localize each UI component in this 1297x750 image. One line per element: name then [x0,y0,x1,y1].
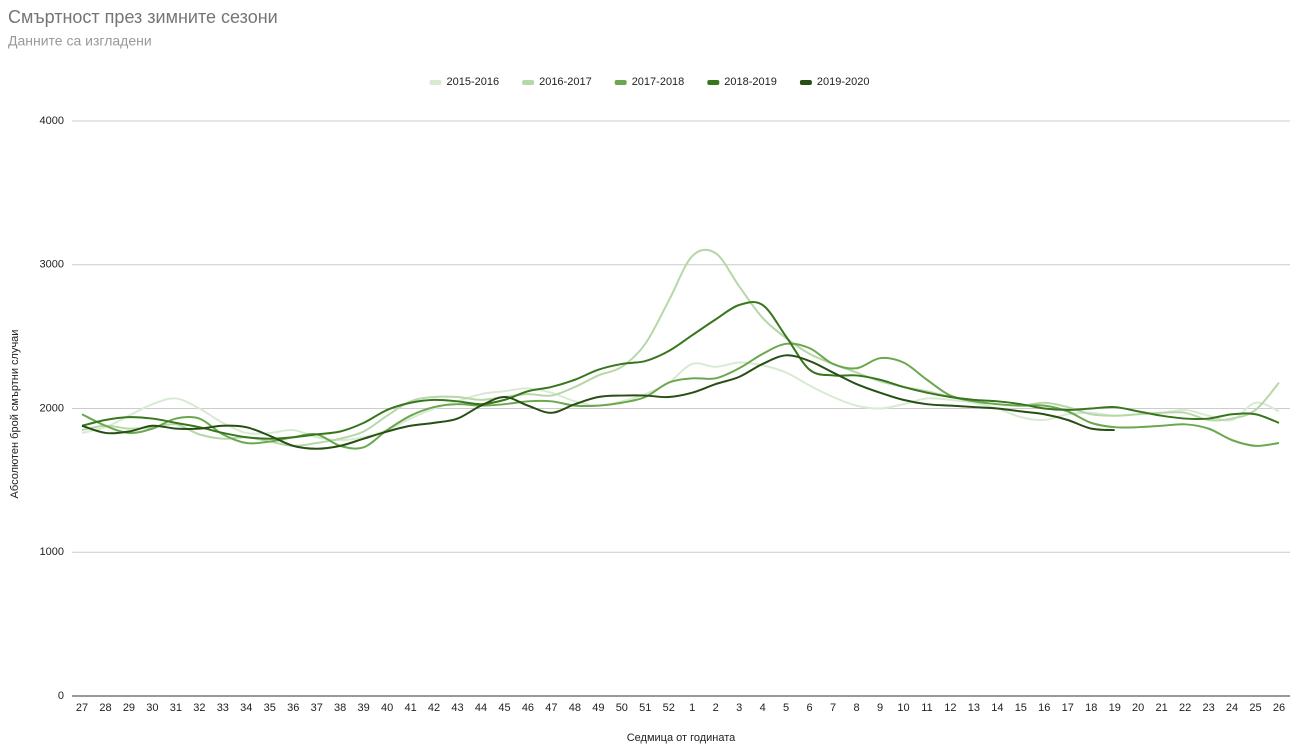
legend-label: 2016-2017 [539,76,592,88]
x-tick-label: 46 [522,702,534,714]
x-axis-label: Седмица от годината [627,732,736,744]
x-tick-label: 34 [240,702,252,714]
legend-swatch [522,80,535,85]
x-tick-label: 45 [498,702,510,714]
x-tick-label: 21 [1156,702,1168,714]
x-tick-label: 10 [897,702,909,714]
x-tick-label: 18 [1085,702,1097,714]
x-tick-label: 24 [1226,702,1238,714]
x-tick-label: 28 [99,702,111,714]
x-tick-label: 25 [1249,702,1261,714]
y-tick-label: 3000 [40,259,64,271]
x-tick-label: 51 [639,702,651,714]
y-axis-label: Абсолютен брой смъртни случаи [9,330,21,499]
y-tick-label: 0 [58,690,64,702]
x-tick-label: 44 [475,702,487,714]
series-line [81,301,1280,440]
x-tick-label: 11 [921,702,932,714]
x-tick-label: 50 [616,702,628,714]
series-line [81,354,1115,450]
legend-swatch [614,80,627,85]
x-tick-label: 32 [193,702,205,714]
x-tick-label: 38 [334,702,346,714]
x-tick-label: 42 [428,702,440,714]
x-tick-label: 1 [689,702,695,714]
x-tick-label: 9 [877,702,883,714]
x-tick-label: 5 [783,702,789,714]
x-tick-label: 4 [760,702,766,714]
x-tick-label: 29 [123,702,135,714]
x-tick-label: 22 [1179,702,1191,714]
x-tick-label: 3 [736,702,742,714]
x-tick-label: 47 [545,702,557,714]
x-tick-label: 27 [76,702,88,714]
x-tick-label: 15 [1015,702,1027,714]
x-tick-label: 36 [287,702,299,714]
series-line [81,342,1280,450]
x-tick-label: 26 [1273,702,1285,714]
x-tick-label: 33 [217,702,229,714]
x-tick-label: 43 [451,702,463,714]
series-line [81,248,1280,447]
legend-swatch [799,80,812,85]
x-tick-label: 39 [358,702,370,714]
x-tick-label: 41 [404,702,416,714]
x-tick-label: 2 [713,702,719,714]
legend-swatch [707,80,720,85]
x-tick-label: 7 [830,702,836,714]
legend-swatch [429,80,442,85]
x-tick-label: 52 [663,702,675,714]
x-tick-label: 12 [944,702,956,714]
chart-subtitle: Данните са изгладени [8,33,152,49]
x-tick-label: 8 [853,702,859,714]
x-tick-label: 17 [1062,702,1074,714]
legend-label: 2018-2019 [724,76,777,88]
x-tick-label: 23 [1202,702,1214,714]
x-tick-label: 31 [170,702,182,714]
x-tick-label: 16 [1038,702,1050,714]
series-line [81,361,1280,442]
x-tick-label: 37 [311,702,323,714]
legend-label: 2017-2018 [632,76,685,88]
x-tick-label: 13 [968,702,980,714]
chart-title: Смъртност през зимните сезони [8,7,278,27]
legend-label: 2019-2020 [817,76,870,88]
x-tick-label: 48 [569,702,581,714]
x-tick-label: 40 [381,702,393,714]
y-tick-label: 1000 [40,546,64,558]
x-tick-label: 19 [1109,702,1121,714]
x-tick-label: 6 [807,702,813,714]
x-tick-label: 49 [592,702,604,714]
legend-label: 2015-2016 [446,76,499,88]
x-tick-label: 35 [264,702,276,714]
y-tick-label: 2000 [40,402,64,414]
x-tick-label: 30 [146,702,158,714]
x-tick-label: 14 [991,702,1003,714]
x-tick-label: 20 [1132,702,1144,714]
y-tick-label: 4000 [40,115,64,127]
